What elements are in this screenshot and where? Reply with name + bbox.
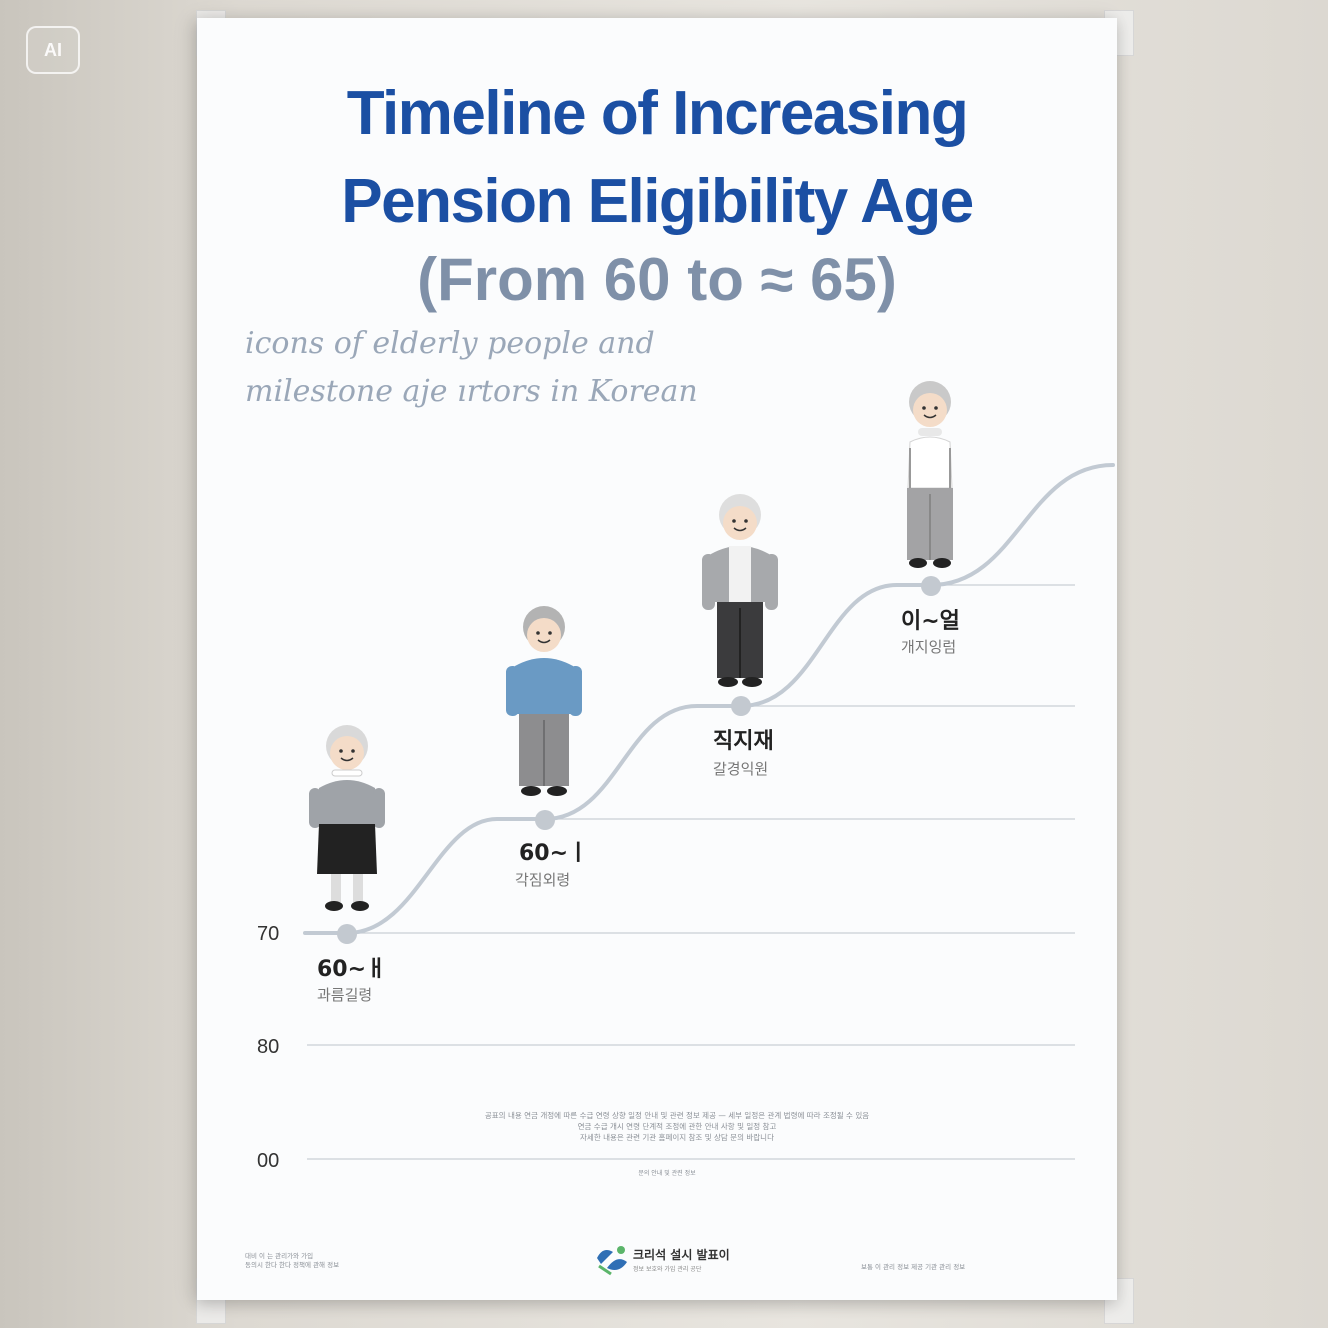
timeline-curve [303, 463, 1115, 935]
y-tick-label-2: 80 [257, 1036, 279, 1058]
elderly-woman-icon [309, 725, 385, 911]
fine-print-block: 공표의 내용 연금 개정에 따른 수급 연령 상향 일정 안내 및 관련 정보 … [397, 1110, 957, 1143]
milestone-dot-1 [337, 924, 357, 944]
poster-subtitle: (From 60 to ≈ 65) [417, 246, 897, 313]
fine-print-line-small: 문의 안내 및 관련 정보 [638, 1170, 696, 1177]
organization-logo-icon [597, 1246, 627, 1276]
handwritten-note: icons of elderly people and milestone aj… [245, 320, 845, 416]
poster-title: Timeline of Increasing Pension Eligibili… [197, 70, 1117, 246]
milestone-label-1: 60~ㅐ [317, 957, 386, 982]
milestone-sublabel-4: 개지잉럼 [901, 638, 956, 656]
elderly-person-white-icon [907, 381, 953, 568]
milestone-label-3: 직지재 [713, 729, 774, 754]
elderly-man-jacket-icon [702, 494, 778, 687]
footer-org-sub: 정보 보호와 가입 관리 공단 [633, 1266, 702, 1273]
guide-lines [307, 584, 1075, 1160]
footer-right: 보통 이 관리 정보 제공 기관 관리 정보 [861, 1263, 966, 1271]
note-line-1: icons of elderly people and [245, 326, 655, 361]
footer-left-line-2: 동의시 한다 한다 정책에 관해 정보 [245, 1261, 340, 1269]
fine-print-line-2: 연금 수급 개시 연령 단계적 조정에 관한 안내 사항 및 일정 참고 [577, 1122, 777, 1131]
milestone-label-2: 60~ㅣ [519, 841, 588, 866]
title-line-2: Pension Eligibility Age [341, 167, 974, 236]
milestone-label-4: 이~얼 [901, 609, 960, 634]
milestone-dot-4 [921, 576, 941, 596]
milestone-dot-3 [731, 696, 751, 716]
title-line-1: Timeline of Increasing [346, 79, 969, 148]
footer-org-name: 크리석 설시 발표이 [633, 1248, 730, 1262]
milestone-sublabel-3: 갈경익원 [713, 760, 768, 778]
poster: Timeline of Increasing Pension Eligibili… [197, 18, 1117, 1300]
timeline-chart: 70 80 00 60~ㅐ 과름길령 60~ㅣ 각짐외령 직지재 갈경익원 이~… [257, 381, 1115, 1172]
milestone-sublabel-2: 각짐외령 [515, 871, 570, 889]
footer-left: 대비 이 는 관리가와 가입 동의시 한다 한다 정책에 관해 정보 [245, 1252, 445, 1270]
ai-badge: AI [26, 26, 80, 74]
note-line-2: milestone aje ırtors in Korean [245, 374, 698, 409]
fine-print-line-3: 자세한 내용은 관련 기관 홈페이지 참조 및 상담 문의 바랍니다 [580, 1133, 774, 1142]
y-tick-label-1: 70 [257, 923, 279, 945]
milestone-sublabel-1: 과름길령 [317, 986, 372, 1004]
y-tick-label-3: 00 [257, 1150, 279, 1172]
milestone-dot-2 [535, 810, 555, 830]
elderly-man-blue-icon [506, 606, 582, 796]
fine-print-line-1: 공표의 내용 연금 개정에 따른 수급 연령 상향 일정 안내 및 관련 정보 … [484, 1111, 870, 1120]
footer-left-line-1: 대비 이 는 관리가와 가입 [245, 1252, 314, 1260]
